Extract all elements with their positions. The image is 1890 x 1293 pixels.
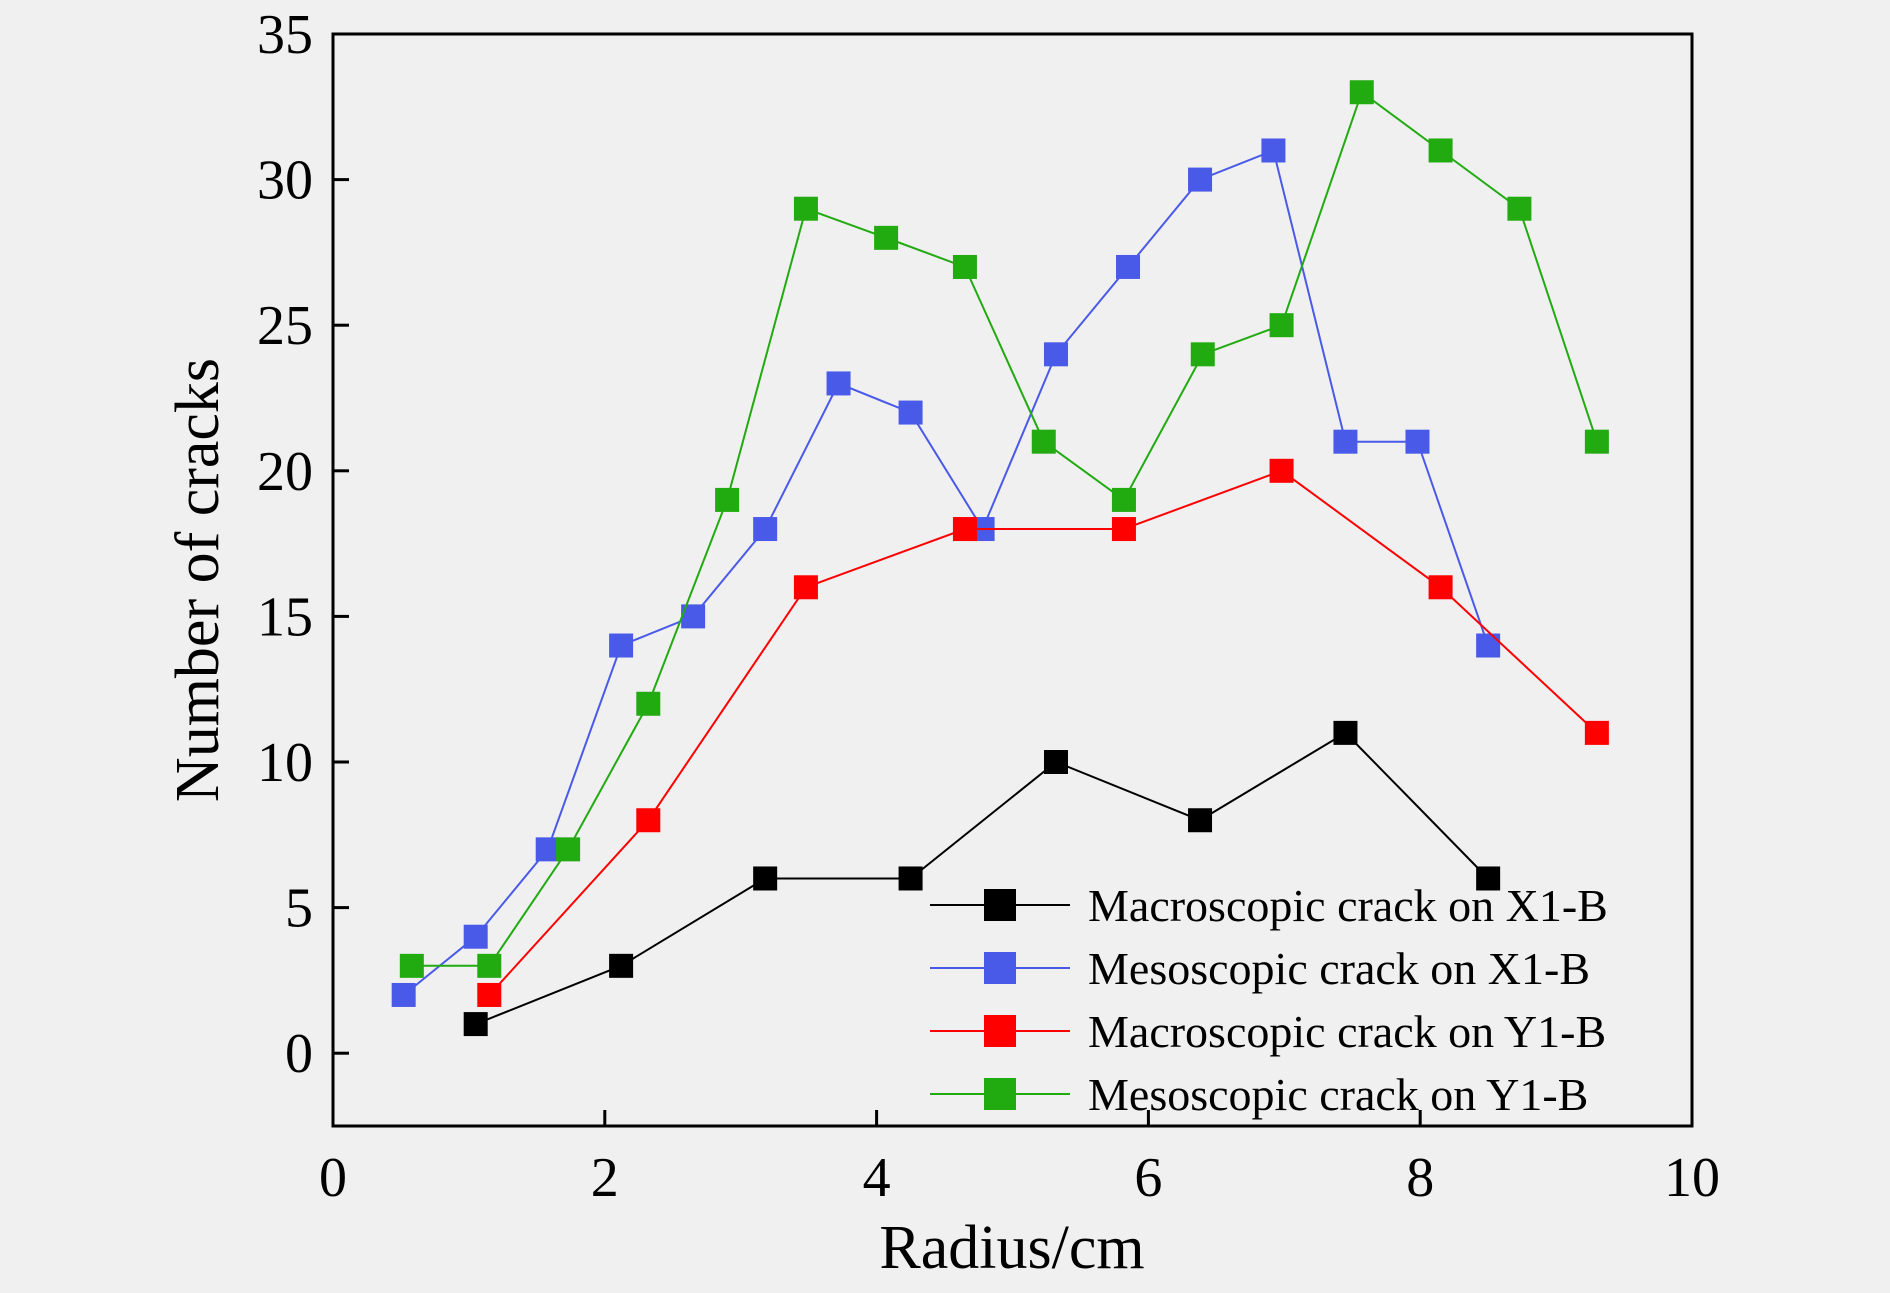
x-tick-label: 6	[1134, 1147, 1162, 1209]
series-line	[475, 731, 1489, 1026]
data-point	[1269, 458, 1294, 483]
data-point	[1584, 429, 1609, 454]
data-point	[477, 982, 502, 1007]
data-point	[1349, 80, 1374, 105]
y-tick-label: 25	[257, 295, 313, 357]
series-1	[463, 720, 1501, 1037]
legend-label: Macroscopic crack on X1-B	[1088, 880, 1608, 931]
data-point	[1476, 866, 1501, 891]
data-point	[1111, 517, 1136, 542]
legend-marker	[984, 1015, 1016, 1047]
data-point	[753, 517, 778, 542]
data-point	[1031, 429, 1056, 454]
legend-entry: Mesoscopic crack on Y1-B	[930, 1069, 1588, 1120]
data-point	[1111, 487, 1136, 512]
data-point	[826, 371, 851, 396]
plot-area-frame	[331, 32, 1694, 1128]
series-line	[488, 469, 1598, 996]
data-point	[898, 400, 923, 425]
data-point	[874, 225, 899, 250]
data-point	[753, 866, 778, 891]
y-tick-label: 0	[285, 1023, 313, 1085]
data-point	[1476, 633, 1501, 658]
series-line	[411, 90, 1598, 967]
data-point	[1188, 808, 1213, 833]
x-tick-label: 10	[1664, 1147, 1720, 1209]
data-point	[1261, 138, 1286, 163]
data-point	[1043, 342, 1068, 367]
series-4	[399, 80, 1609, 978]
data-point	[609, 953, 634, 978]
data-point	[952, 254, 977, 279]
legend-marker	[984, 1078, 1016, 1110]
legend-label: Macroscopic crack on Y1-B	[1088, 1006, 1606, 1057]
y-tick-label: 5	[285, 878, 313, 940]
data-point	[609, 633, 634, 658]
data-point	[636, 808, 661, 833]
legend-entry: Mesoscopic crack on X1-B	[930, 943, 1590, 994]
legend-entry: Macroscopic crack on Y1-B	[930, 1006, 1606, 1057]
data-point	[793, 196, 818, 221]
data-point	[535, 837, 560, 862]
data-point	[1584, 720, 1609, 745]
x-tick-label: 2	[591, 1147, 619, 1209]
data-point	[1190, 342, 1215, 367]
legend-marker	[984, 889, 1016, 921]
data-point	[463, 1012, 488, 1037]
y-axis: 0 5 10 15 20 25 30 35	[257, 4, 349, 1085]
data-point	[1333, 429, 1358, 454]
y-axis-title: Number of cracks	[164, 358, 232, 802]
legend-label: Mesoscopic crack on Y1-B	[1088, 1069, 1588, 1120]
legend-marker	[984, 952, 1016, 984]
data-point	[793, 575, 818, 600]
x-tick-label: 0	[319, 1147, 347, 1209]
legend-label: Mesoscopic crack on X1-B	[1088, 943, 1590, 994]
series-3	[477, 458, 1609, 1007]
y-tick-label: 20	[257, 441, 313, 503]
y-tick-label: 30	[257, 150, 313, 212]
x-tick-label: 4	[863, 1147, 891, 1209]
legend-entry: Macroscopic crack on X1-B	[930, 880, 1608, 931]
data-point	[1405, 429, 1430, 454]
data-point	[463, 924, 488, 949]
data-point	[1043, 750, 1068, 774]
data-point	[391, 982, 416, 1007]
x-axis-title: Radius/cm	[879, 1214, 1144, 1282]
data-point	[1188, 167, 1213, 192]
data-point	[399, 953, 424, 978]
data-point	[556, 837, 581, 862]
data-point	[1333, 720, 1358, 745]
data-point	[477, 953, 502, 978]
data-point	[1428, 138, 1453, 163]
y-tick-label: 10	[257, 732, 313, 794]
series-layer	[391, 80, 1609, 1037]
legend: Macroscopic crack on X1-B Mesoscopic crac…	[930, 880, 1608, 1120]
data-point	[636, 691, 661, 716]
x-axis: 0 2 4 6 8 10	[319, 1110, 1720, 1209]
data-point	[1269, 313, 1294, 338]
data-point	[1507, 196, 1532, 221]
data-point	[952, 517, 977, 542]
data-point	[898, 866, 923, 891]
data-point	[1116, 254, 1141, 279]
data-point	[715, 487, 740, 512]
y-tick-label: 35	[257, 4, 313, 66]
x-tick-label: 8	[1406, 1147, 1434, 1209]
series-2	[391, 138, 1501, 1007]
data-point	[1428, 575, 1453, 600]
y-tick-label: 15	[257, 586, 313, 648]
series-line	[403, 149, 1490, 996]
